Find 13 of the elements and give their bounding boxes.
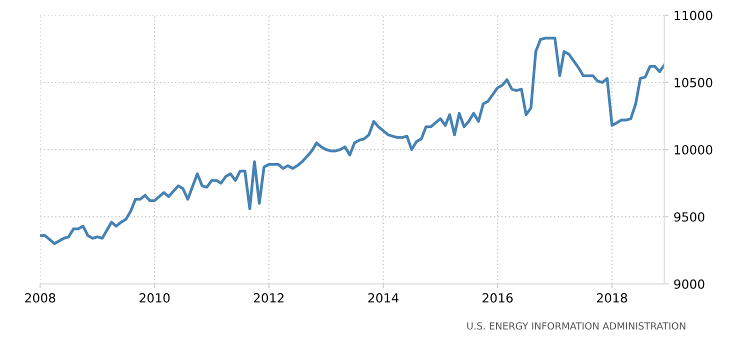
x-tick-label: 2014 bbox=[368, 293, 399, 303]
y-tick-label: 10500 bbox=[674, 78, 712, 88]
y-tick-label: 9500 bbox=[674, 212, 704, 222]
y-tick-label: 11000 bbox=[674, 10, 712, 20]
x-tick-label: 2018 bbox=[597, 293, 628, 303]
x-tick-label: 2008 bbox=[25, 293, 56, 303]
x-tick-label: 2010 bbox=[140, 293, 170, 303]
text: U.S. ENERGY INFORMATION ADMINISTRATION bbox=[467, 322, 686, 330]
line-series bbox=[40, 36, 664, 245]
x-tick-label: 2016 bbox=[482, 293, 513, 303]
x-tick-label: 2012 bbox=[254, 293, 284, 303]
y-tick-label: 9000 bbox=[674, 279, 704, 289]
y-tick-label: 10000 bbox=[674, 145, 712, 155]
